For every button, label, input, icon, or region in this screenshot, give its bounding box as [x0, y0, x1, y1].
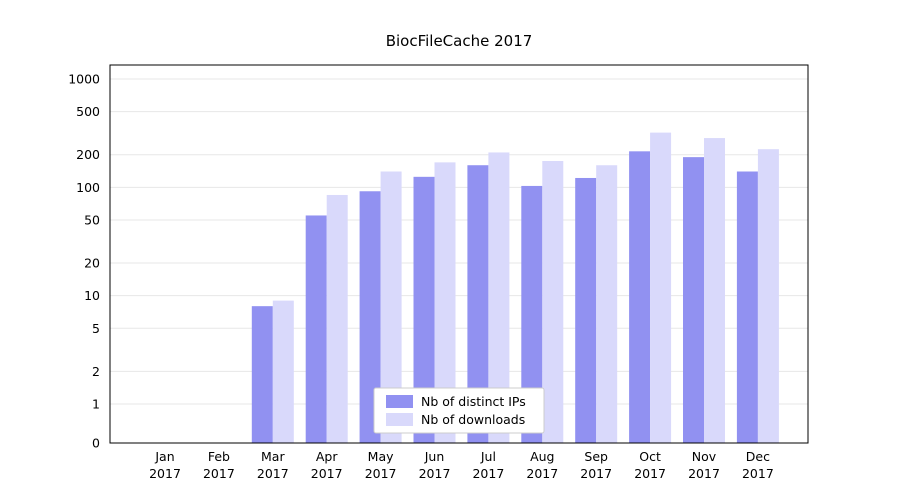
x-axis-year-label: 2017: [257, 466, 289, 481]
x-axis-month-label: May: [368, 449, 394, 464]
y-axis-tick-label: 200: [76, 147, 100, 162]
legend-swatch-downloads: [386, 413, 413, 426]
bar-distinct-ips: [251, 306, 273, 443]
y-axis-tick-label: 10: [84, 288, 100, 303]
x-axis-year-label: 2017: [472, 466, 504, 481]
y-axis-tick-label: 5: [92, 321, 100, 336]
x-axis-year-label: 2017: [526, 466, 558, 481]
bar-distinct-ips: [305, 215, 327, 443]
bar-downloads: [326, 194, 348, 443]
legend-swatch-distinct-ips: [386, 395, 413, 408]
y-axis-tick-label: 1000: [68, 72, 100, 87]
bar-distinct-ips: [359, 191, 381, 443]
x-axis-month-label: Nov: [692, 449, 717, 464]
bar-downloads: [434, 162, 456, 443]
y-axis-tick-label: 0: [92, 436, 100, 451]
plot-border: [109, 64, 809, 444]
bar-downloads: [542, 161, 564, 443]
bar-downloads: [596, 165, 618, 443]
bar-downloads: [757, 149, 779, 443]
y-axis-tick-label: 1: [92, 397, 100, 412]
bar-distinct-ips: [467, 165, 489, 443]
bar-downloads: [704, 138, 725, 443]
y-axis-tick-label: 50: [84, 212, 100, 227]
x-axis-month-label: Oct: [639, 449, 661, 464]
y-axis-tick-label: 2: [92, 364, 100, 379]
bar-distinct-ips: [521, 185, 543, 443]
legend-box: [373, 387, 545, 434]
bar-downloads: [380, 171, 402, 443]
legend-label-downloads: Nb of downloads: [421, 412, 525, 427]
x-axis-month-label: Mar: [261, 449, 285, 464]
bar-distinct-ips: [736, 171, 758, 443]
x-axis-year-label: 2017: [634, 466, 666, 481]
x-axis-month-label: Aug: [530, 449, 554, 464]
bar-distinct-ips: [413, 176, 435, 443]
x-axis-month-label: Jul: [480, 449, 496, 464]
x-axis-month-label: Feb: [208, 449, 230, 464]
y-axis-tick-label: 20: [84, 256, 100, 271]
x-axis-year-label: 2017: [580, 466, 612, 481]
x-axis-year-label: 2017: [742, 466, 774, 481]
x-axis-month-label: Sep: [584, 449, 608, 464]
x-axis-month-label: Jun: [424, 449, 445, 464]
bar-downloads: [488, 152, 510, 443]
legend-label-distinct-ips: Nb of distinct IPs: [421, 394, 526, 409]
x-axis-year-label: 2017: [203, 466, 235, 481]
x-axis-year-label: 2017: [311, 466, 343, 481]
x-axis-year-label: 2017: [419, 466, 451, 481]
x-axis-year-label: 2017: [688, 466, 720, 481]
y-axis-tick-label: 500: [76, 104, 100, 119]
x-axis-month-label: Dec: [746, 449, 770, 464]
x-axis-month-label: Apr: [316, 449, 338, 464]
x-axis-year-label: 2017: [149, 466, 181, 481]
x-axis-year-label: 2017: [365, 466, 397, 481]
chart-title: BiocFileCache 2017: [386, 32, 533, 50]
bar-distinct-ips: [575, 177, 597, 443]
bar-distinct-ips: [683, 157, 704, 444]
y-axis-tick-label: 100: [76, 180, 100, 195]
bar-downloads: [650, 132, 672, 443]
x-axis-month-label: Jan: [154, 449, 174, 464]
bar-downloads: [272, 300, 294, 443]
bar-distinct-ips: [629, 151, 651, 444]
